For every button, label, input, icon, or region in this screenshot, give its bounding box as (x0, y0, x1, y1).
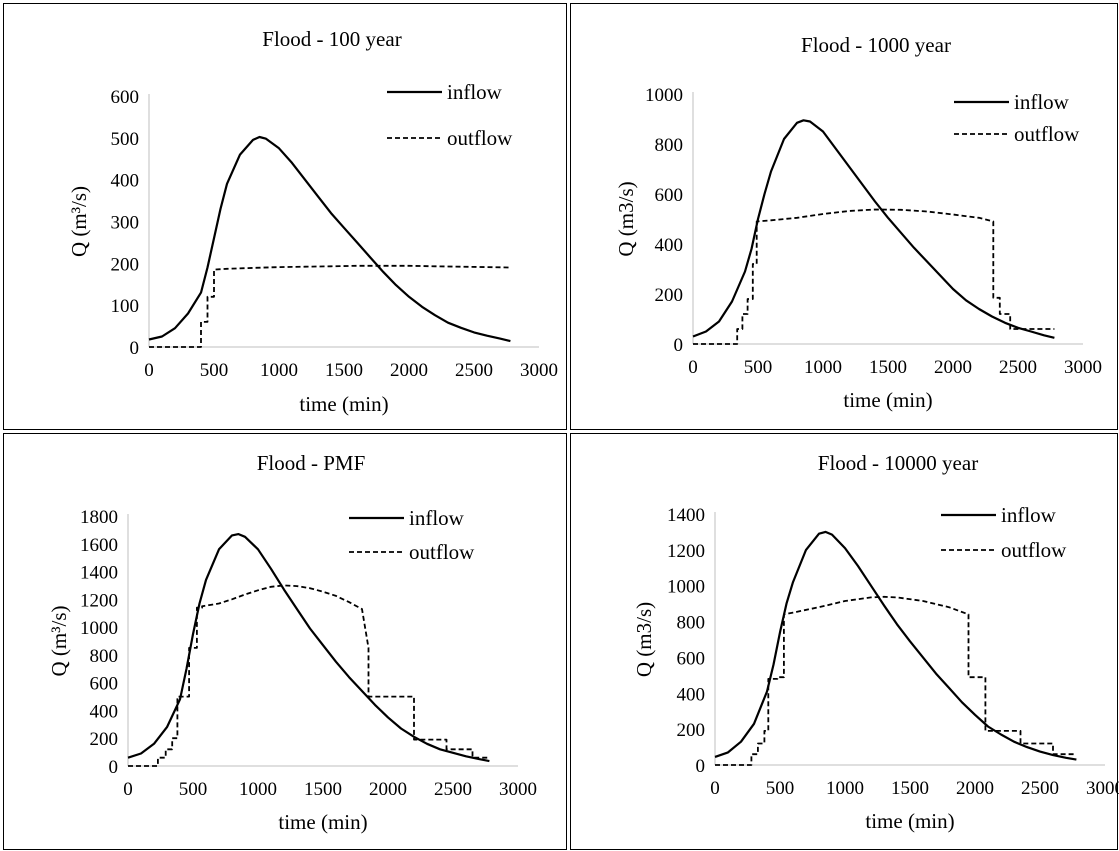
y-tick-label: 1000 (667, 577, 705, 598)
y-tick-label: 600 (677, 648, 706, 669)
x-axis-label: time (min) (843, 388, 932, 412)
legend-label-outflow: outflow (1001, 538, 1067, 562)
chart-svg: Flood - 1000 year 0 200 400 600 800 1000 0 500 10… (614, 33, 1102, 412)
x-tick-label: 0 (123, 779, 133, 800)
legend-label-inflow: inflow (447, 80, 503, 104)
y-tick-label: 200 (90, 729, 119, 750)
y-tick-label: 1200 (80, 590, 118, 611)
x-tick-label: 2500 (455, 360, 493, 381)
x-tick-label: 2500 (434, 779, 472, 800)
x-tick-label: 500 (766, 778, 795, 799)
chart-svg: Flood - PMF 0 200 400 600 800 1000 1200 1400 1600… (47, 451, 537, 834)
series-line-outflow (149, 264, 511, 348)
y-tick-label: 1400 (80, 563, 118, 584)
x-tick-label: 3000 (1064, 357, 1102, 378)
x-tick-label: 3000 (1086, 778, 1119, 799)
y-tick-label: 100 (111, 296, 140, 317)
x-tick-label: 1000 (804, 357, 842, 378)
y-tick-label: 1800 (80, 507, 118, 528)
series-line-inflow (692, 119, 1055, 339)
x-tick-label: 1500 (891, 778, 929, 799)
chart-panel-flood-1000-year: Flood - 1000 year 0 200 400 600 800 1000 0 500 10… (570, 3, 1118, 430)
x-tick-label: 1000 (260, 360, 298, 381)
y-tick-label: 600 (90, 674, 119, 695)
y-tick-label: 800 (677, 613, 706, 634)
y-axis-label: Q (m3/s) (614, 181, 638, 256)
chart-title: Flood - 100 year (262, 27, 401, 51)
chart-panel-flood-100-year: Flood - 100 year 0 100 200 300 400 500 600 0 500 1… (3, 3, 567, 430)
x-tick-label: 0 (688, 357, 698, 378)
legend-label-inflow: inflow (1001, 503, 1057, 527)
x-tick-label: 1000 (239, 779, 277, 800)
y-tick-label: 200 (111, 254, 140, 275)
y-axis-label: Q (m3/s) (632, 602, 656, 677)
y-tick-label: 400 (677, 684, 706, 705)
series-line-outflow (693, 208, 1055, 345)
series-line-inflow (714, 530, 1077, 761)
x-tick-label: 2000 (369, 779, 407, 800)
x-tick-label: 500 (200, 360, 229, 381)
series-line-outflow (128, 584, 490, 767)
x-tick-label: 1000 (826, 778, 864, 799)
y-tick-label: 0 (674, 335, 684, 356)
y-tick-label: 200 (655, 285, 684, 306)
y-tick-label: 300 (111, 213, 140, 234)
y-tick-label: 1000 (645, 85, 683, 106)
y-tick-label: 600 (111, 87, 140, 108)
chart-title: Flood - PMF (257, 451, 366, 475)
chart-panel-flood-10000-year: Flood - 10000 year 0 200 400 600 800 1000 1200 1… (570, 433, 1119, 850)
x-tick-label: 3000 (499, 779, 537, 800)
x-tick-label: 0 (710, 778, 720, 799)
x-tick-label: 500 (744, 357, 773, 378)
chart-svg: Flood - 100 year 0 100 200 300 400 500 600 0 500 1… (67, 27, 558, 416)
series-line-outflow (715, 595, 1077, 766)
x-tick-label: 0 (144, 360, 154, 381)
y-tick-label: 600 (655, 185, 684, 206)
x-tick-label: 1500 (325, 360, 363, 381)
series-line-inflow (148, 135, 511, 343)
y-tick-label: 0 (130, 338, 140, 359)
x-tick-label: 1500 (304, 779, 342, 800)
x-tick-label: 3000 (520, 360, 558, 381)
y-tick-label: 800 (90, 646, 119, 667)
chart-panel-flood-pmf: Flood - PMF 0 200 400 600 800 1000 1200 1400 1600… (3, 433, 567, 850)
y-axis-label: Q (m³/s) (67, 186, 91, 257)
y-tick-label: 1600 (80, 535, 118, 556)
legend-label-outflow: outflow (447, 126, 513, 150)
x-axis-label: time (min) (299, 392, 388, 416)
y-tick-label: 1200 (667, 541, 705, 562)
legend-label-inflow: inflow (1014, 90, 1070, 114)
y-axis-label: Q (m³/s) (47, 605, 71, 676)
x-tick-label: 2000 (390, 360, 428, 381)
chart-title: Flood - 1000 year (801, 33, 951, 57)
legend-label-outflow: outflow (409, 540, 475, 564)
y-tick-label: 0 (109, 757, 119, 778)
y-tick-label: 500 (111, 129, 140, 150)
x-axis-label: time (min) (278, 810, 367, 834)
y-tick-label: 1400 (667, 505, 705, 526)
chart-svg: Flood - 10000 year 0 200 400 600 800 1000 1200 1… (632, 451, 1119, 833)
legend-label-inflow: inflow (409, 506, 465, 530)
y-tick-label: 200 (677, 720, 706, 741)
x-tick-label: 2500 (1021, 778, 1059, 799)
x-tick-label: 2500 (999, 357, 1037, 378)
legend-label-outflow: outflow (1014, 122, 1080, 146)
y-tick-label: 400 (655, 235, 684, 256)
x-axis-label: time (min) (865, 809, 954, 833)
y-tick-label: 0 (696, 756, 706, 777)
x-tick-label: 500 (179, 779, 208, 800)
x-tick-label: 2000 (956, 778, 994, 799)
y-tick-label: 1000 (80, 618, 118, 639)
y-tick-label: 400 (111, 171, 140, 192)
y-tick-label: 800 (655, 135, 684, 156)
y-tick-label: 400 (90, 701, 119, 722)
chart-title: Flood - 10000 year (818, 451, 978, 475)
x-tick-label: 1500 (869, 357, 907, 378)
series-line-inflow (127, 532, 490, 763)
x-tick-label: 2000 (934, 357, 972, 378)
